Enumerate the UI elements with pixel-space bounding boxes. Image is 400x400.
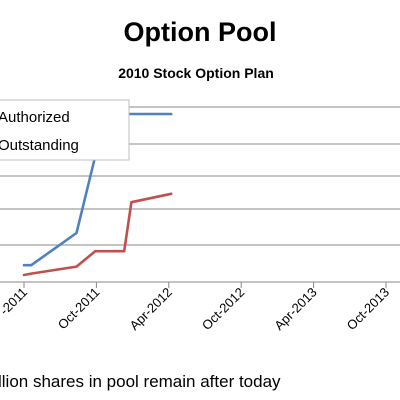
- series-line-outstanding: [22, 192, 173, 277]
- legend-box: [0, 99, 130, 161]
- chart-title: Option Pool: [124, 17, 277, 47]
- chart-subtitle: 2010 Stock Option Plan: [118, 65, 274, 81]
- x-axis: -2011 Oct-2011 Apr-2012 Oct-2012 Apr-2013 Oct…: [0, 281, 400, 333]
- legend-label-outstanding: Outstanding: [0, 137, 79, 154]
- legend-label-authorized: Authorized: [0, 109, 70, 126]
- x-tick-label: Oct-2012: [199, 285, 247, 333]
- x-tick-label: Apr-2013: [271, 285, 319, 333]
- series-line-authorized: [22, 112, 173, 267]
- series-lines: [22, 112, 173, 277]
- footer-note: llion shares in pool remain after today: [0, 372, 281, 391]
- x-tick-label: Apr-2012: [126, 285, 174, 333]
- x-tick-label: Oct-2013: [344, 285, 392, 333]
- x-tick-label: Oct-2011: [55, 285, 103, 333]
- legend: Authorized Outstanding: [0, 99, 130, 161]
- x-tick-label: -2011: [0, 285, 30, 318]
